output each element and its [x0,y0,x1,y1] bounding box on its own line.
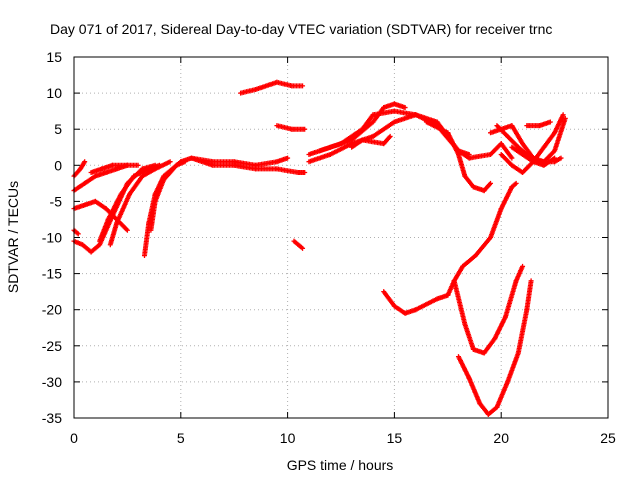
x-tick-label: 25 [600,430,616,446]
y-tick-label: -5 [50,193,63,209]
data-point [124,162,130,168]
grid-lines [74,57,608,418]
series-17 [317,108,472,161]
data-point [302,126,308,132]
data-point [558,155,564,161]
series-6 [97,162,162,244]
series-27 [509,144,558,168]
y-tick-label: -35 [42,410,62,426]
data-point [387,133,393,139]
data-point [135,162,141,168]
data-point [560,112,566,118]
y-tick-label: 15 [46,49,62,65]
series-13 [274,123,308,132]
y-tick-label: 0 [54,157,62,173]
data-point [520,263,526,269]
series-7 [107,159,173,248]
series-19 [423,119,494,194]
tick-labels: 0 5 10 15 20 25 -35 -30 -25 -20 -15 -10 -5 0 5 10 15 [42,49,616,446]
series-18 [349,133,393,150]
data-point [547,119,553,125]
series-5 [88,162,130,176]
y-tick-label: -15 [42,266,62,282]
data-point [300,245,306,251]
y-tick-label: -30 [42,374,62,390]
y-tick-label: -10 [42,230,62,246]
data-point [402,105,408,111]
x-tick-label: 15 [387,430,403,446]
data-point [302,170,308,176]
data-point [300,83,306,89]
data-point [167,159,173,165]
x-tick-label: 10 [280,430,296,446]
x-tick-label: 20 [493,430,509,446]
series-28 [466,141,515,161]
series-3 [71,227,81,237]
x-axis-label: GPS time / hours [287,457,394,473]
data-point [528,278,534,284]
y-tick-label: -25 [42,338,62,354]
x-tick-label: 0 [70,430,78,446]
series-26 [524,119,553,129]
x-tick-label: 5 [177,430,185,446]
data-point [285,155,291,161]
series-21 [451,263,526,356]
series-14 [291,238,306,251]
series-12 [238,79,306,96]
data-point [509,155,515,161]
data-point [552,155,558,161]
chart-title: Day 071 of 2017, Sidereal Day-to-day VTE… [50,21,552,37]
data-point [82,159,88,165]
data-point [124,227,130,233]
series-11 [188,155,308,176]
data-points [71,79,568,417]
data-point [513,180,519,186]
axes [73,56,609,419]
y-tick-label: 5 [54,121,62,137]
y-tick-label: 10 [46,85,62,101]
series-22 [455,278,534,417]
y-axis-label: SDTVAR / TECUs [5,181,21,293]
data-point [75,231,81,237]
y-tick-label: -20 [42,302,62,318]
data-point [488,180,494,186]
